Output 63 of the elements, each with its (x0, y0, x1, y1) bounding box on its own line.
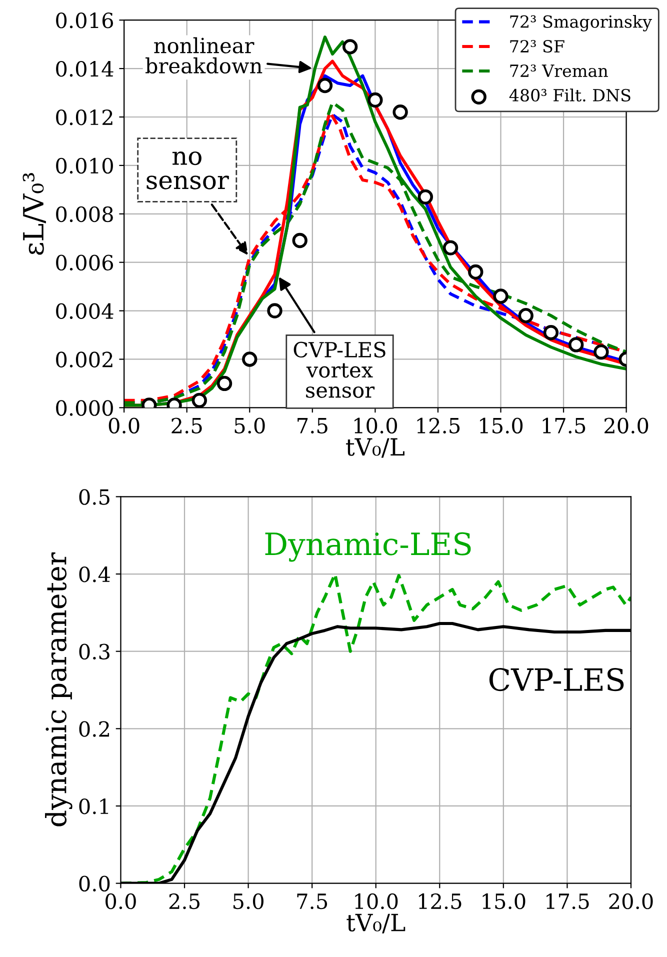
point (543, 324, 559, 340)
point (392, 104, 408, 120)
x-tick-label: 15.0 (480, 418, 523, 434)
y-tick-label: 0.014 (56, 61, 114, 77)
y-axis-title: dynamic parameter (45, 552, 72, 826)
x-tick-label: 0.0 (108, 418, 140, 434)
point (442, 240, 458, 256)
y-axis-title: εL/V₀³ (22, 173, 46, 255)
annotation: CVP-LES vortex sensor (294, 342, 386, 398)
legend-label: 72³ Vreman (510, 64, 608, 78)
point (292, 232, 308, 248)
x-tick-label: 7.5 (298, 418, 328, 434)
y-tick-label: 0.008 (56, 206, 113, 222)
y-tick-label: 0.2 (79, 721, 109, 737)
point (192, 392, 207, 408)
y-tick-label: 0.004 (56, 303, 114, 319)
annotation: no sensor (146, 151, 229, 190)
point (342, 39, 358, 54)
y-tick-label: 0.006 (56, 254, 114, 271)
x-tick-label: 5.0 (234, 418, 265, 434)
point (317, 78, 333, 94)
legend-label: 480³ Filt. DNS (509, 88, 630, 102)
x-tick-label: 17.5 (546, 893, 589, 910)
x-tick-label: 20.0 (604, 418, 648, 434)
y-tick-label: 0.1 (79, 798, 108, 814)
x-tick-label: 20.0 (609, 893, 653, 910)
point (242, 352, 258, 367)
point (468, 264, 484, 280)
x-axis-title: tV₀/L (346, 914, 406, 934)
y-tick-label: 0.002 (56, 352, 112, 368)
point (493, 288, 508, 304)
point (418, 189, 434, 205)
x-axis-title: tV₀/L (346, 438, 404, 458)
y-tick-label: 0.000 (56, 400, 113, 416)
point (518, 308, 534, 324)
annotation: nonlinear breakdown (146, 37, 262, 74)
point (594, 344, 609, 360)
point (216, 376, 232, 392)
y-tick-label: 0.4 (79, 566, 110, 582)
x-tick-label: 5.0 (233, 893, 264, 910)
x-tick-label: 17.5 (542, 418, 586, 434)
series-label: Dynamic-LES (265, 532, 471, 562)
x-tick-label: 2.5 (169, 893, 200, 910)
y-tick-label: 0.5 (79, 489, 110, 505)
x-tick-label: 10.0 (355, 893, 398, 910)
legend-label: 72³ Smagorinsky (510, 15, 652, 32)
point (368, 92, 383, 108)
x-tick-label: 7.5 (297, 894, 328, 910)
legend-label: 72³ SF (510, 40, 564, 53)
x-tick-label: 12.5 (418, 893, 462, 910)
y-tick-label: 0.016 (56, 12, 114, 28)
y-tick-label: 0.3 (79, 644, 110, 660)
y-tick-label: 0.012 (56, 109, 112, 126)
series-label: CVP-LES (489, 668, 624, 692)
x-tick-label: 0.0 (106, 893, 136, 910)
point (267, 303, 282, 318)
x-tick-label: 10.0 (354, 418, 397, 434)
point (568, 337, 584, 352)
x-tick-label: 2.5 (172, 418, 202, 434)
y-tick-label: 0.0 (79, 876, 110, 892)
x-tick-label: 12.5 (417, 418, 460, 434)
x-tick-label: 15.0 (482, 893, 526, 910)
y-tick-label: 0.010 (56, 158, 113, 174)
